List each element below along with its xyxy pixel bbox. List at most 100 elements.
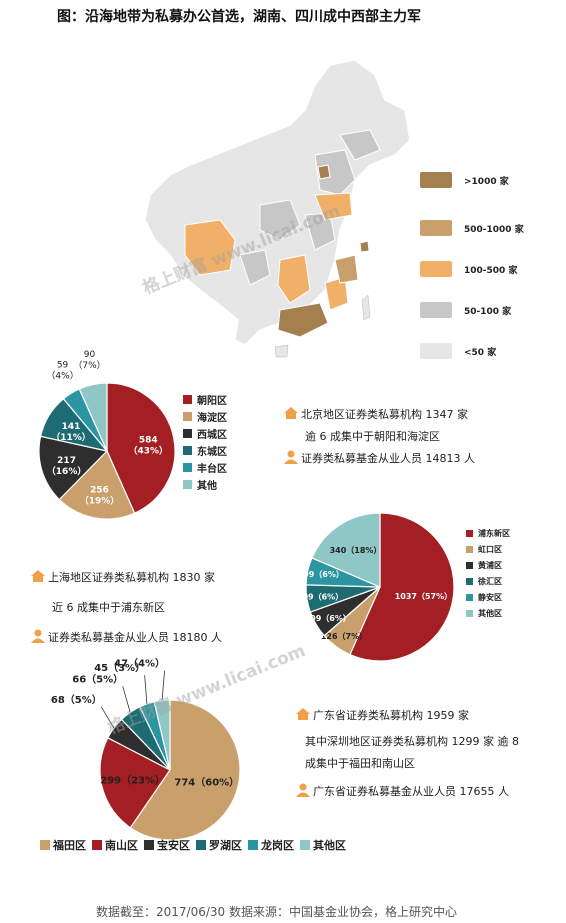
map-region-gray [239, 249, 271, 286]
pie-slice-label: 299（23%） [100, 773, 165, 786]
page-title: 图：沿海地带为私募办公首选，湖南、四川成中西部主力军 [57, 9, 421, 25]
pie-slice [311, 512, 381, 588]
map-legend-label: >1000 家 [464, 176, 509, 187]
map-legend-item: 50-100 家 [420, 302, 511, 318]
map-legend-label: 50-100 家 [464, 306, 512, 317]
person-icon [30, 629, 46, 646]
legend-label: 宝安区 [157, 839, 190, 852]
legend-label: 东城区 [197, 447, 227, 458]
beijing-info-line: 证券类私募基金从业人员 14813 人 [301, 452, 475, 465]
map-legend-item: 500-1000 家 [420, 220, 524, 236]
legend-swatch [183, 480, 192, 489]
person-icon [283, 450, 299, 467]
legend-label: 其他区 [478, 608, 502, 618]
map-region-gray [339, 129, 381, 161]
pie-slice [99, 737, 171, 829]
china-map [144, 59, 411, 358]
legend-swatch [466, 529, 473, 537]
legend-swatch [183, 463, 192, 472]
shanghai-info-line: 证券类私募基金从业人员 18180 人 [48, 631, 222, 644]
guangdong-info-line: 成集中于福田和南山区 [305, 757, 415, 770]
map-legend-item: >1000 家 [420, 172, 509, 188]
legend-label: 龙岗区 [261, 839, 294, 852]
legend-swatch [466, 561, 473, 569]
pie-leader-line [122, 686, 131, 713]
legend-swatch [183, 412, 192, 421]
map-legend-item: 100-500 家 [420, 261, 517, 277]
pie-slice-label: 59 （4%） [46, 361, 78, 382]
map-region-gray [259, 199, 301, 241]
legend-swatch [466, 609, 473, 617]
map-legend-item: <50 家 [420, 343, 496, 359]
pie-leader-line [144, 675, 148, 704]
legend-item: 龙岗区 [248, 837, 294, 853]
house-icon [30, 569, 46, 586]
legend-label: 福田区 [53, 839, 86, 852]
footer-source: 数据截至：2017/06/30 数据来源：中国基金业协会，格上研究中心 [96, 905, 457, 919]
beijing-info: 北京地区证券类私募机构 1347 家 逾 6 成集中于朝阳和海淀区 证券类私募基… [283, 403, 475, 469]
map-legend-label: <50 家 [464, 347, 497, 358]
map-legend-swatch [420, 172, 452, 188]
legend-item: 朝阳区 [183, 391, 227, 408]
map-legend-label: 500-1000 家 [464, 224, 524, 235]
pie-slice-label: 109（6%） [305, 613, 351, 623]
map-legend-swatch [420, 343, 452, 359]
guangdong-info-line: 其中深圳地区证券类私募机构 1299 家 逾 8 [305, 735, 519, 748]
legend-label: 黄浦区 [478, 560, 502, 570]
legend-item: 福田区 [40, 837, 86, 853]
legend-item: 黄浦区 [466, 557, 510, 573]
legend-item: 其他 [183, 476, 227, 493]
shanghai-info: 上海地区证券类私募机构 1830 家 近 6 成集中于浦东新区 证券类私募基金从… [30, 566, 222, 648]
pie-slice-label: 340（18%） [330, 545, 382, 555]
legend-swatch [466, 577, 473, 585]
legend-swatch [40, 840, 50, 850]
legend-item: 罗湖区 [196, 837, 242, 853]
legend-label: 浦东新区 [478, 528, 510, 538]
map-legend-label: 100-500 家 [464, 265, 518, 276]
legend-item: 宝安区 [144, 837, 190, 853]
pie-slice [106, 382, 176, 514]
pie-slice [38, 435, 109, 501]
guangdong-info: 广东省证券类私募机构 1959 家 其中深圳地区证券类私募机构 1299 家 逾… [295, 704, 519, 802]
legend-item: 西城区 [183, 425, 227, 442]
legend-label: 静安区 [478, 592, 502, 602]
pie-slice-label: 47（4%） [114, 657, 165, 670]
legend-swatch [300, 840, 310, 850]
pie-slice [153, 699, 171, 771]
map-region-beijing [317, 164, 331, 180]
map-region-guangdong [277, 302, 329, 338]
beijing-pie-chart: 584 （43%） 256 （19%） 217 （16%） 141 （11%） 59 （4%）90… [38, 350, 176, 520]
house-icon [295, 707, 311, 724]
legend-label: 其他区 [313, 839, 346, 852]
legend-item: 徐汇区 [466, 573, 510, 589]
pie-slice-label: 90 （7%） [73, 350, 105, 371]
map-legend-swatch [420, 220, 452, 236]
pie-slice-label: 109（6%） [297, 592, 343, 602]
legend-item: 浦东新区 [466, 525, 510, 541]
map-region-zhejiang [334, 254, 359, 284]
pie-slice-label: 1037（57%） [395, 591, 452, 601]
legend-swatch [466, 593, 473, 601]
legend-item: 海淀区 [183, 408, 227, 425]
legend-item: 虹口区 [466, 541, 510, 557]
legend-item: 其他区 [300, 837, 346, 853]
legend-swatch [248, 840, 258, 850]
legend-label: 虹口区 [478, 544, 502, 554]
pie-slice [58, 449, 136, 520]
pie-slice-label: 217 （16%） [47, 456, 87, 477]
pie-slice [129, 699, 241, 841]
map-region-taiwan [361, 294, 371, 321]
legend-swatch [92, 840, 102, 850]
legend-label: 南山区 [105, 839, 138, 852]
pie-slice-label: 126（7%） [321, 631, 367, 641]
legend-label: 西城区 [197, 430, 227, 441]
pie-slice-label: 66（5%） [72, 672, 123, 685]
pie-slice [78, 382, 108, 452]
pie-slice-label: 109（6%） [298, 569, 344, 579]
pie-slice-label: 584 （43%） [128, 435, 168, 456]
map-region-fujian [324, 276, 349, 311]
shenzhen-pie-legend: 福田区 南山区 宝安区 罗湖区 龙岗区 其他区 [40, 837, 352, 853]
map-region-gray [304, 212, 336, 251]
map-legend-swatch [420, 302, 452, 318]
legend-label: 罗湖区 [209, 839, 242, 852]
